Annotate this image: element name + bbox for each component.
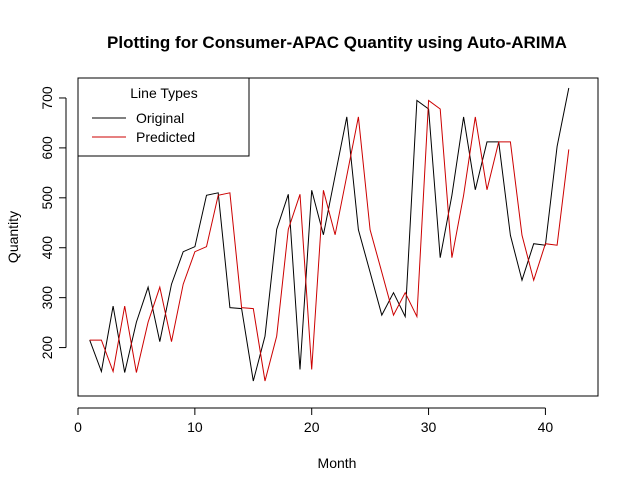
y-axis: 200 300 400 500 600 700 bbox=[39, 86, 67, 360]
x-tick-label: 20 bbox=[304, 419, 320, 435]
y-axis-title: Quantity bbox=[5, 211, 21, 263]
x-tick-label: 10 bbox=[187, 419, 203, 435]
x-tick-label: 30 bbox=[421, 419, 437, 435]
series-line-predicted bbox=[89, 99, 570, 382]
legend-box bbox=[77, 77, 250, 157]
y-tick-label: 700 bbox=[39, 86, 55, 110]
x-axis: 0 10 20 30 40 bbox=[74, 407, 554, 435]
y-tick-label: 300 bbox=[39, 286, 55, 310]
y-tick-label: 500 bbox=[39, 186, 55, 210]
y-tick-label: 200 bbox=[39, 336, 55, 360]
y-tick-label: 400 bbox=[39, 236, 55, 260]
x-axis-title: Month bbox=[318, 455, 357, 471]
chart-title: Plotting for Consumer-APAC Quantity usin… bbox=[107, 33, 567, 52]
x-tick-label: 0 bbox=[74, 419, 82, 435]
legend-label-predicted: Predicted bbox=[136, 129, 195, 145]
legend-label-original: Original bbox=[136, 110, 184, 126]
y-tick-label: 600 bbox=[39, 136, 55, 160]
legend-title: Line Types bbox=[130, 85, 197, 101]
legend: Line Types Original Predicted bbox=[77, 77, 250, 157]
series-line-original bbox=[89, 87, 570, 382]
series-layer bbox=[89, 87, 570, 382]
plot-frame bbox=[77, 77, 599, 397]
x-tick-label: 40 bbox=[538, 419, 554, 435]
